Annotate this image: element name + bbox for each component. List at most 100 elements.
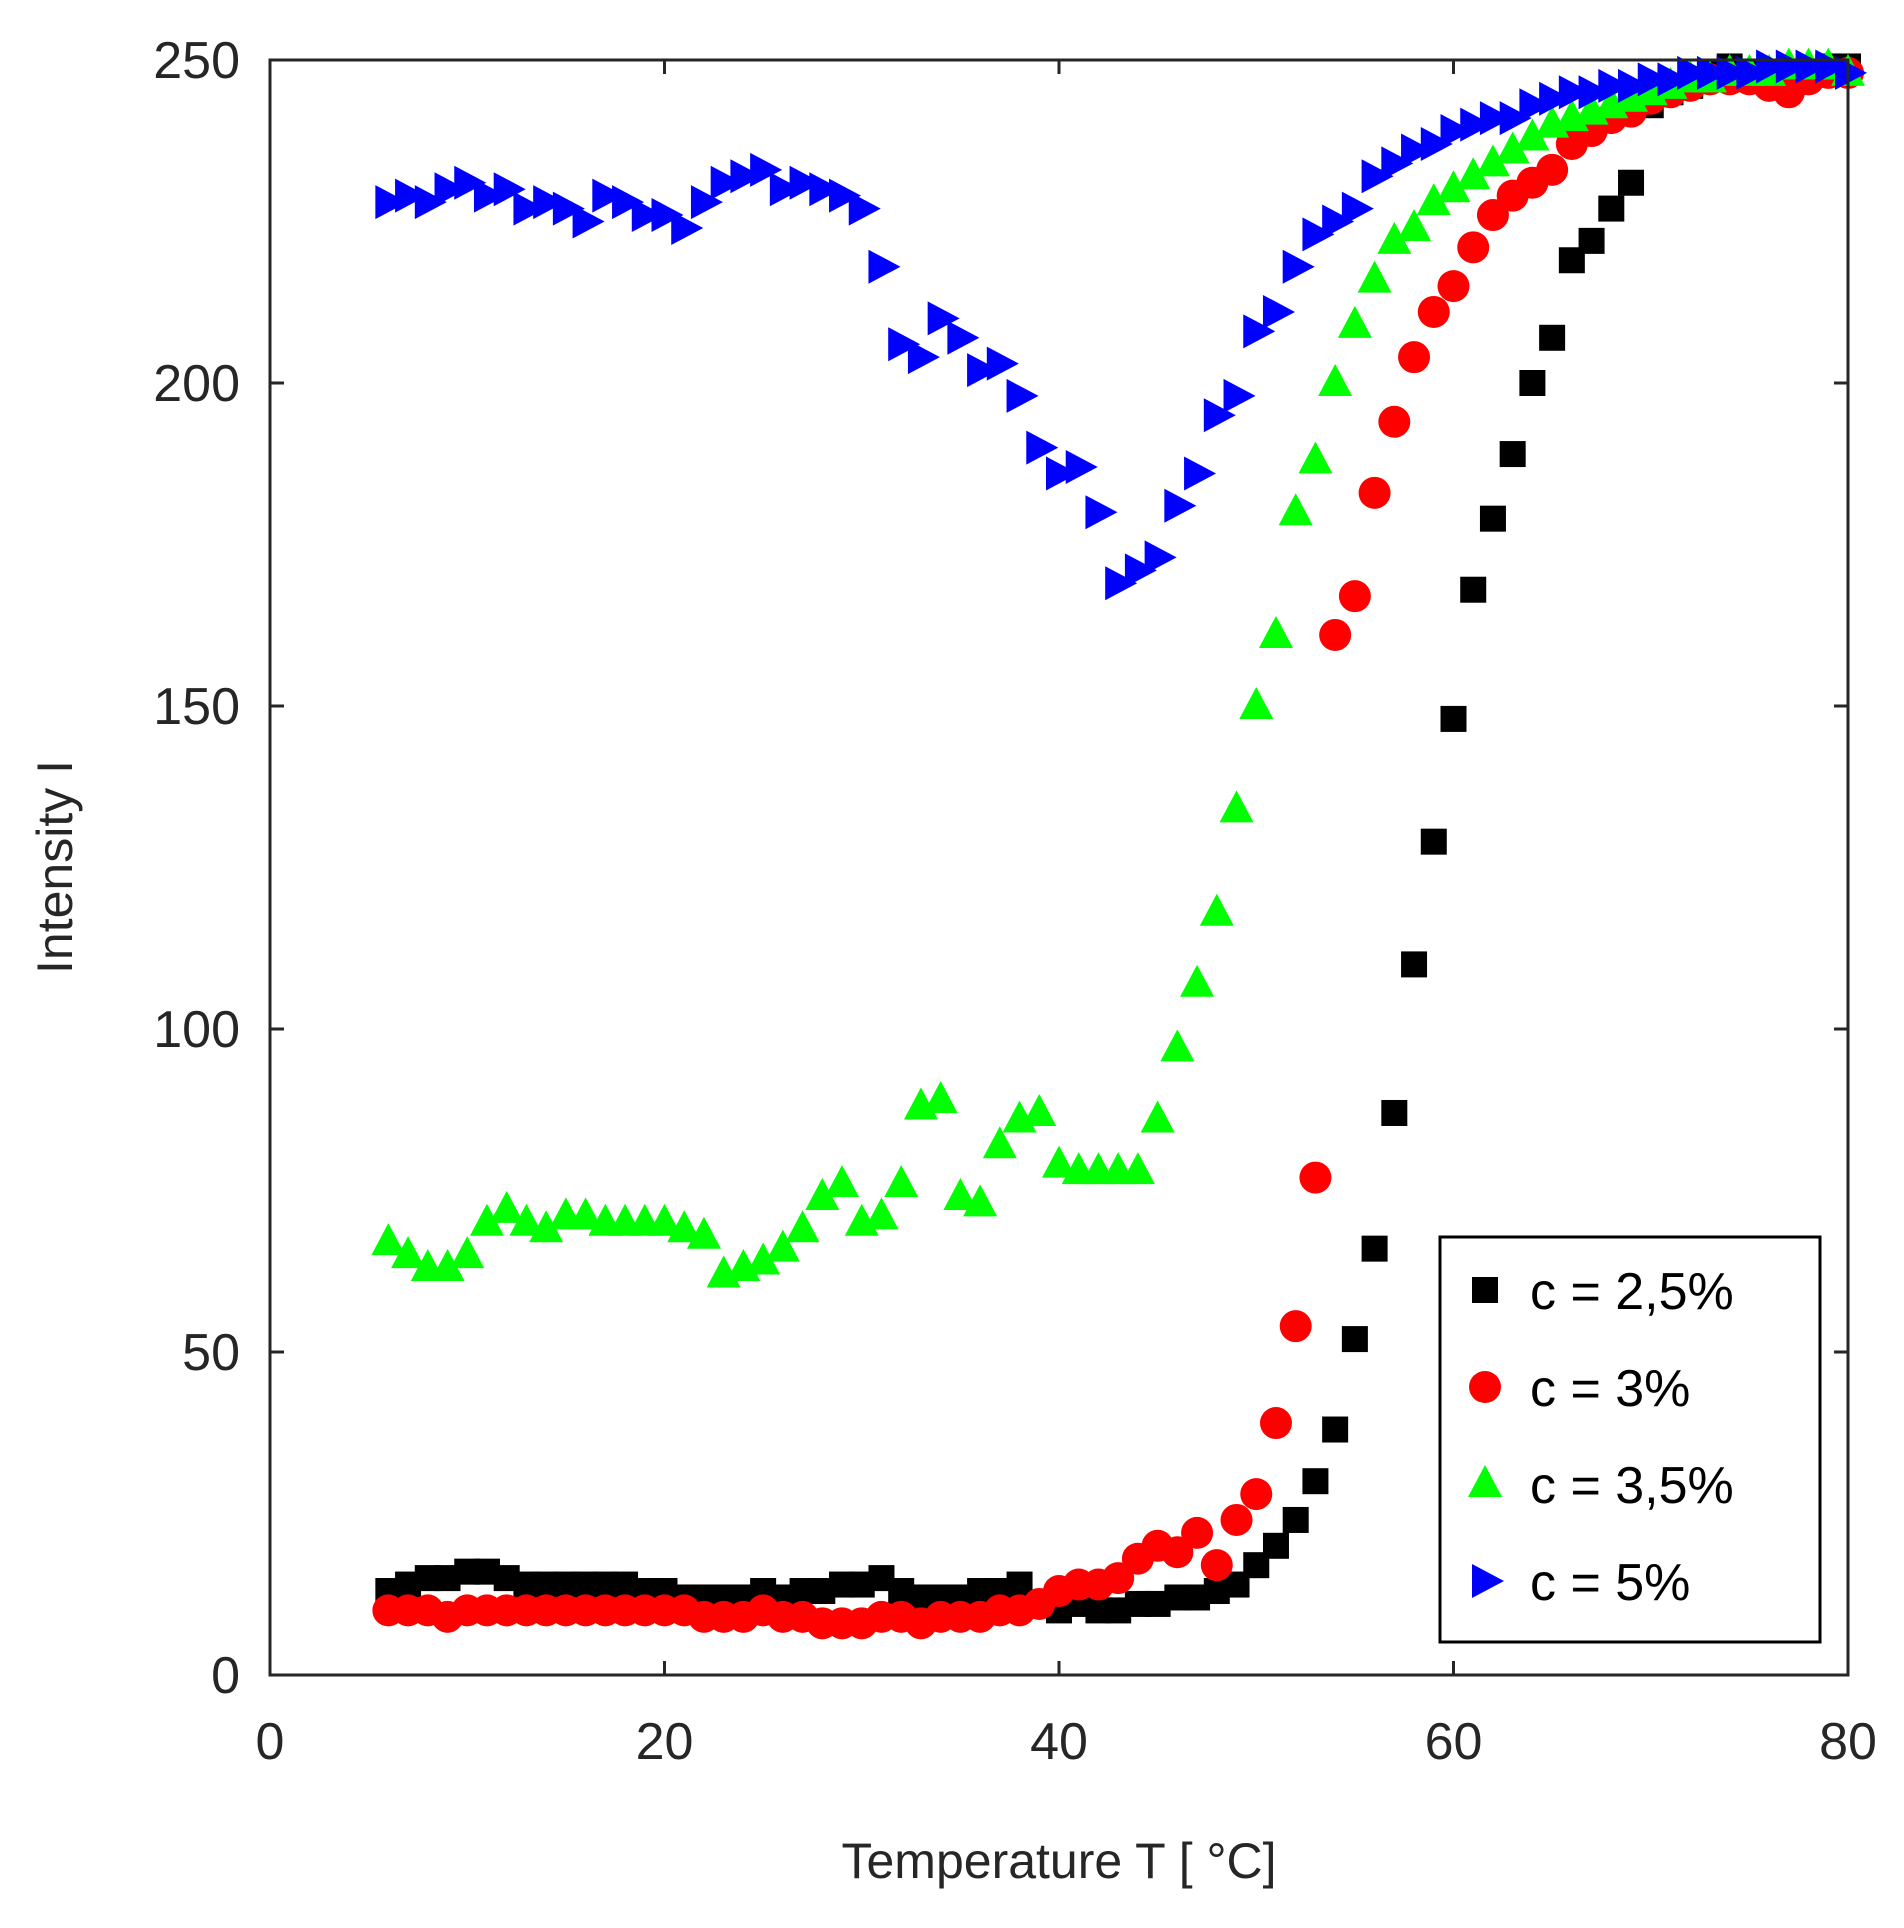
data-point-s4-53: [1420, 126, 1453, 161]
data-point-s2-55: [1457, 231, 1490, 264]
data-point-s4-69: [1736, 55, 1769, 90]
data-point-s3-45: [1258, 615, 1293, 648]
data-point-s4-55: [1460, 107, 1493, 142]
data-point-s4-7: [513, 191, 546, 226]
data-point-s4-38: [1124, 553, 1157, 588]
data-point-s4-59: [1539, 81, 1572, 116]
data-point-s1-52: [1401, 951, 1428, 978]
data-point-s4-48: [1322, 204, 1355, 239]
data-point-s1-62: [1598, 195, 1625, 222]
data-point-s3-58: [1515, 118, 1550, 151]
data-point-s3-30: [963, 1184, 998, 1217]
data-point-s4-20: [769, 172, 802, 207]
x-axis-label: Temperature T [ °C]: [842, 1833, 1277, 1889]
data-point-s4-39: [1144, 540, 1177, 575]
data-point-s3-4: [450, 1236, 485, 1269]
data-point-s3-49: [1337, 305, 1372, 338]
data-point-s2-44: [1240, 1478, 1273, 1511]
series-2: [372, 56, 1864, 1640]
data-point-s2-53: [1417, 295, 1450, 328]
data-point-s1-47: [1302, 1468, 1329, 1495]
legend-marker: [1472, 1564, 1504, 1598]
data-point-s4-45: [1262, 294, 1295, 329]
data-point-s3-46: [1278, 493, 1313, 526]
data-point-s4-3: [434, 172, 467, 207]
data-point-s3-8: [529, 1210, 564, 1243]
data-point-s4-14: [651, 198, 684, 233]
legend-marker: [1469, 1371, 1501, 1403]
y-tick-label: 0: [211, 1647, 240, 1705]
data-point-s4-9: [552, 191, 585, 226]
x-tick-labels: 0 20 40 60 80: [256, 1713, 1877, 1771]
data-point-s1-45: [1262, 1532, 1289, 1559]
legend-entry: c = 5%: [1472, 1554, 1690, 1612]
x-tick-label: 0: [256, 1713, 285, 1771]
data-point-s4-26: [888, 327, 921, 362]
data-point-s4-23: [829, 178, 862, 213]
data-point-s4-17: [710, 165, 743, 200]
legend-entry: c = 2,5%: [1472, 1263, 1734, 1321]
data-point-s3-50: [1357, 260, 1392, 293]
data-point-s3-7: [509, 1203, 544, 1236]
data-point-s4-61: [1578, 75, 1611, 110]
data-point-s4-12: [612, 185, 645, 220]
data-point-s2-51: [1378, 405, 1411, 438]
x-tick-label: 60: [1425, 1713, 1483, 1771]
data-point-s4-21: [789, 165, 822, 200]
legend-box: [1438, 1235, 1822, 1644]
data-point-s2-41: [1181, 1516, 1214, 1549]
data-point-s4-73: [1815, 49, 1848, 84]
data-point-s2-59: [1536, 153, 1569, 186]
axis-ticks: [268, 58, 1850, 1677]
data-point-s3-6: [489, 1190, 524, 1223]
data-point-s4-51: [1381, 146, 1414, 181]
data-point-s3-21: [785, 1210, 820, 1243]
legend-entry: c = 3%: [1469, 1360, 1690, 1418]
data-point-s1-50: [1361, 1235, 1388, 1262]
data-point-s4-50: [1361, 159, 1394, 194]
data-point-s4-66: [1677, 55, 1710, 90]
data-point-s4-0: [375, 185, 408, 220]
data-point-s4-52: [1401, 133, 1434, 168]
data-point-s3-51: [1377, 221, 1412, 254]
data-point-s3-5: [469, 1203, 504, 1236]
data-point-s4-54: [1440, 114, 1473, 149]
data-point-s4-13: [631, 198, 664, 233]
legend-entries: c = 2,5% c = 3% c = 3,5% c = 5%: [1468, 1263, 1734, 1612]
data-point-s4-30: [967, 353, 1000, 388]
legend-marker: [1472, 1277, 1498, 1303]
data-point-s3-47: [1298, 441, 1333, 474]
data-point-s4-19: [750, 152, 783, 187]
data-point-s1-49: [1341, 1326, 1368, 1353]
data-point-s3-39: [1140, 1100, 1175, 1133]
data-point-s3-53: [1416, 183, 1451, 216]
data-point-s4-8: [533, 185, 566, 220]
data-point-s4-43: [1223, 378, 1256, 413]
data-point-s4-47: [1302, 217, 1335, 252]
data-point-s3-1: [391, 1236, 426, 1269]
data-point-s1-54: [1440, 705, 1467, 732]
data-point-s3-38: [1120, 1152, 1155, 1185]
data-point-s3-19: [746, 1242, 781, 1275]
data-point-s4-33: [1026, 430, 1059, 465]
data-point-s1-56: [1479, 505, 1506, 532]
data-point-s3-23: [825, 1165, 860, 1198]
data-point-s3-10: [568, 1197, 603, 1230]
data-point-s4-10: [572, 204, 605, 239]
data-point-s4-67: [1696, 55, 1729, 90]
data-point-s3-0: [371, 1223, 406, 1256]
data-point-s3-15: [667, 1210, 702, 1243]
data-point-s3-41: [1180, 964, 1215, 997]
y-tick-labels: 0 50 100 150 200 250: [153, 32, 240, 1705]
data-point-s3-44: [1239, 687, 1274, 719]
data-point-s4-36: [1085, 495, 1118, 530]
data-point-s1-61: [1578, 227, 1605, 254]
legend-label: c = 2,5%: [1530, 1263, 1734, 1321]
data-point-s3-3: [430, 1249, 465, 1282]
legend-label: c = 3%: [1530, 1360, 1690, 1418]
data-point-s1-57: [1499, 441, 1526, 468]
data-point-s4-70: [1756, 49, 1789, 84]
x-tick-label: 80: [1819, 1713, 1877, 1771]
data-point-s4-44: [1243, 314, 1276, 349]
